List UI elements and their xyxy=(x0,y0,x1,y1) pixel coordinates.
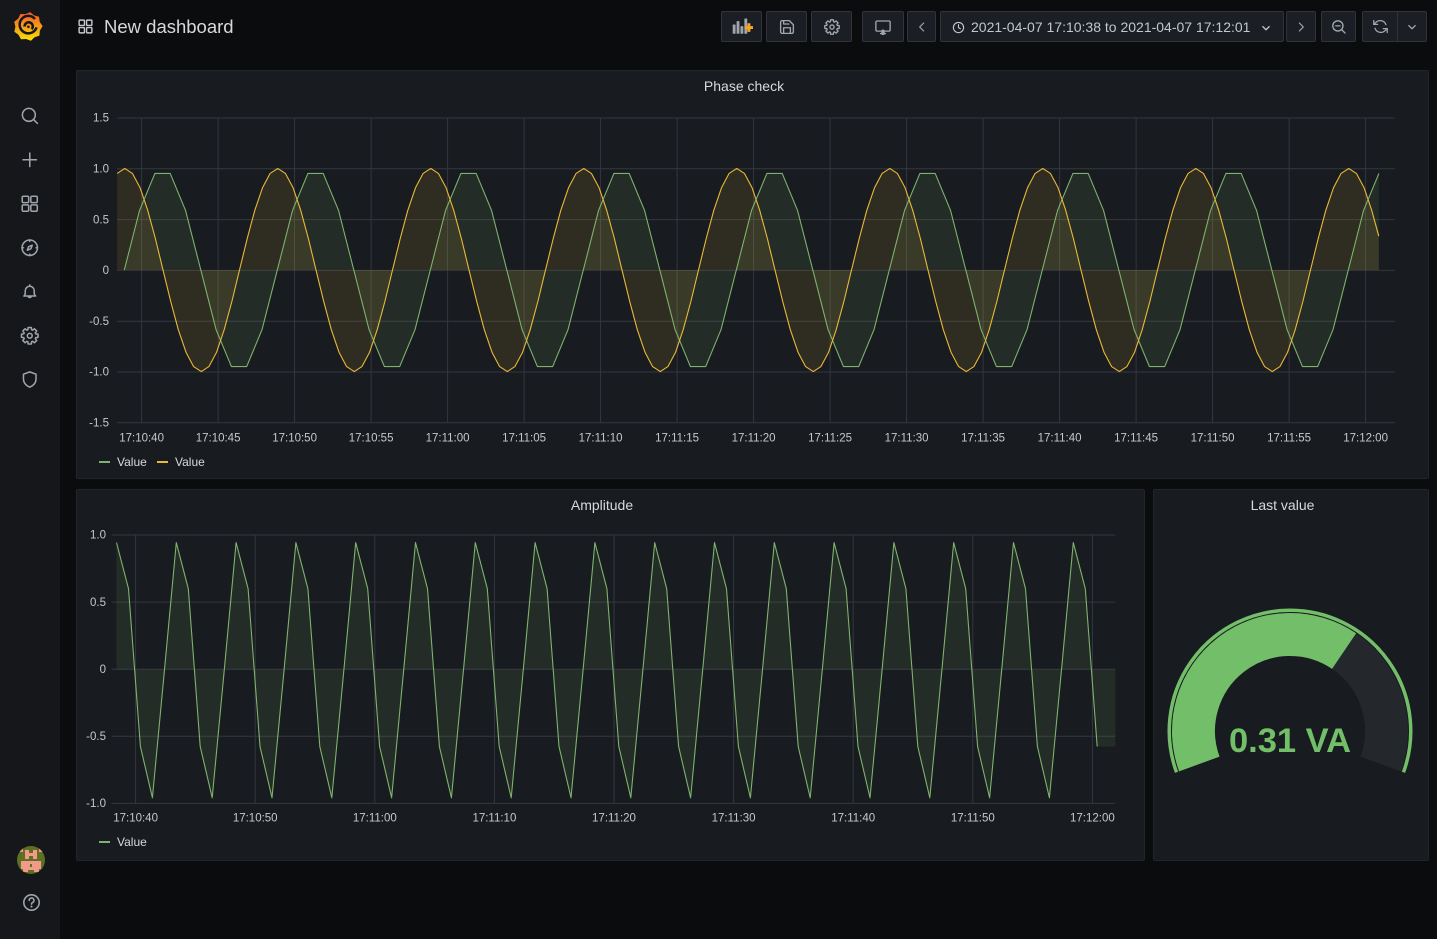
svg-text:17:11:10: 17:11:10 xyxy=(579,433,623,445)
svg-text:17:12:00: 17:12:00 xyxy=(1070,813,1115,825)
svg-text:Value: Value xyxy=(117,835,147,849)
svg-text:17:11:30: 17:11:30 xyxy=(885,433,929,445)
svg-text:-1.0: -1.0 xyxy=(89,367,109,379)
svg-text:17:11:20: 17:11:20 xyxy=(592,813,636,825)
svg-text:17:11:50: 17:11:50 xyxy=(951,813,995,825)
svg-text:1.5: 1.5 xyxy=(93,113,109,125)
svg-text:17:11:00: 17:11:00 xyxy=(353,813,397,825)
svg-text:17:10:40: 17:10:40 xyxy=(113,813,158,825)
svg-text:17:11:05: 17:11:05 xyxy=(502,433,546,445)
svg-text:17:11:25: 17:11:25 xyxy=(808,433,852,445)
svg-text:0: 0 xyxy=(100,664,106,676)
svg-text:17:10:40: 17:10:40 xyxy=(119,433,164,445)
svg-text:17:11:35: 17:11:35 xyxy=(961,433,1005,445)
svg-text:17:11:45: 17:11:45 xyxy=(1114,433,1158,445)
svg-text:17:11:40: 17:11:40 xyxy=(831,813,875,825)
svg-text:0.5: 0.5 xyxy=(93,214,109,226)
svg-text:1.0: 1.0 xyxy=(90,530,106,542)
svg-text:0: 0 xyxy=(103,265,109,277)
svg-text:17:11:40: 17:11:40 xyxy=(1038,433,1082,445)
svg-text:17:10:45: 17:10:45 xyxy=(196,433,241,445)
svg-text:17:11:00: 17:11:00 xyxy=(426,433,470,445)
svg-text:17:10:50: 17:10:50 xyxy=(272,433,317,445)
svg-text:17:11:10: 17:11:10 xyxy=(472,813,516,825)
svg-text:17:11:15: 17:11:15 xyxy=(655,433,699,445)
svg-text:17:11:30: 17:11:30 xyxy=(712,813,756,825)
svg-text:17:11:50: 17:11:50 xyxy=(1191,433,1235,445)
svg-text:-1.5: -1.5 xyxy=(89,418,109,430)
svg-text:17:10:55: 17:10:55 xyxy=(349,433,394,445)
svg-text:17:10:50: 17:10:50 xyxy=(233,813,278,825)
svg-text:17:11:55: 17:11:55 xyxy=(1267,433,1311,445)
svg-text:17:12:00: 17:12:00 xyxy=(1343,433,1388,445)
svg-text:1.0: 1.0 xyxy=(93,164,109,176)
svg-text:17:11:20: 17:11:20 xyxy=(732,433,776,445)
svg-text:0.5: 0.5 xyxy=(90,597,106,609)
svg-text:Value: Value xyxy=(117,455,147,469)
svg-text:Value: Value xyxy=(175,455,205,469)
svg-text:0.31 VA: 0.31 VA xyxy=(1229,722,1351,760)
svg-text:-0.5: -0.5 xyxy=(89,316,109,328)
svg-text:-1.0: -1.0 xyxy=(86,798,106,810)
svg-text:-0.5: -0.5 xyxy=(86,731,106,743)
